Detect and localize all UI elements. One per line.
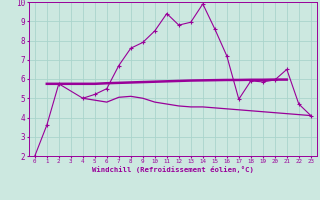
- X-axis label: Windchill (Refroidissement éolien,°C): Windchill (Refroidissement éolien,°C): [92, 166, 254, 173]
